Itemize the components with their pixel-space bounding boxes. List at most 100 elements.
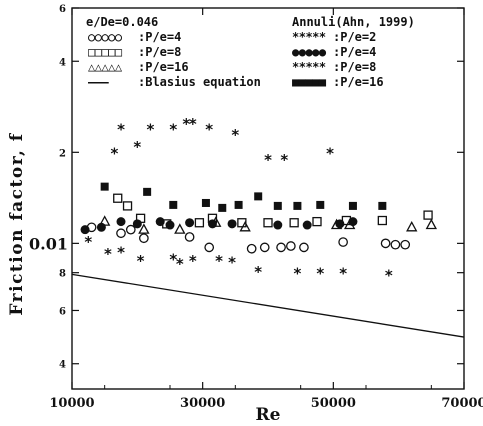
series-5-point: * [385,266,393,284]
legend-left-label-0: :P/e=4 [138,30,181,44]
series-3-point: * [169,120,177,138]
series-0-point [259,242,270,253]
series-2-point [239,220,251,232]
legend-right-sample-2: ***** [292,60,326,74]
series-4-point [116,217,126,227]
legend-right-sample-1: ●●●●● [292,45,327,59]
legend-right-title: Annuli(Ahn, 1999) [292,15,415,29]
series-3-point: * [111,144,119,162]
series-4-point [348,217,358,227]
series-4-point [185,218,195,228]
y-tick-label-6: 6 [59,4,66,15]
series-3-point: * [264,151,272,169]
legend-right-label-3: :P/e=16 [333,75,384,89]
series-0-point [246,243,257,254]
series-1-point [194,218,205,228]
x-tick-label-1: 30000 [180,396,225,411]
series-2-point [406,220,418,232]
series-3-point: * [231,126,239,144]
series-4-point [207,219,217,229]
series-5-point: * [254,263,262,281]
series-3-point: * [205,120,213,138]
series-1-point [312,216,322,227]
y-tick-label-1: 6 [59,306,66,317]
series-4-point [273,220,283,230]
series-6-point [234,200,243,209]
series-5-point: * [339,265,347,283]
series-6-point [293,201,302,210]
legend-left-sample-0: ○○○○○ [88,30,123,44]
series-2-point [138,223,150,234]
legend-left-title: e/De=0.046 [86,15,158,29]
series-3-point: * [189,115,197,133]
series-5-point: * [228,254,236,272]
legend-left-sample-1: □□□□□ [88,45,122,59]
legend-left-label-1: :P/e=8 [138,45,181,59]
series-0-point [338,237,348,247]
y-tick-label-4: 2 [59,148,66,159]
series-3-point: * [280,151,288,169]
series-0-point [125,224,136,235]
y-tick-label-0: 4 [59,360,66,371]
series-5-point: * [117,243,125,261]
series-5-point: * [293,265,301,283]
series-0-point [390,239,401,250]
series-4-point [96,222,106,232]
series-0-point [400,239,411,250]
series-1-point [289,218,299,228]
y-tick-label-5: 4 [59,57,66,68]
axis-ticks: 10000 30000 50000 70000 4 6 8 0.01 2 4 6 [29,4,483,411]
series-1-point [377,215,387,226]
series-0-point [184,232,195,242]
series-6-point [348,201,357,210]
series-0-point [276,242,286,253]
series-5-point: * [84,233,92,251]
x-axis-label: Re [256,405,281,425]
data-markers: **** * ** * ** * *** * * ** * * ** * * * * [71,115,465,338]
legend-right-label-0: :P/e=2 [333,30,376,44]
series-4-point [335,219,345,229]
series-6-point [201,198,210,207]
legend-right-sample-3: ■■■■■ [292,75,327,89]
series-5-point: * [169,251,177,269]
series-6-point [378,201,387,210]
series-5-point: * [137,252,145,270]
series-6-point [254,192,263,201]
series-4-point [302,220,312,230]
y-tick-label-2: 8 [59,269,66,280]
series-2-point [174,223,186,234]
series-0-point [139,233,149,244]
series-6-point [143,187,152,196]
legend-left-sample-3: ——— [88,75,109,89]
series-1-point [263,218,273,228]
legend-left-sample-2: △△△△△ [88,60,123,74]
series-0-point [380,238,391,249]
legend-left-label-3: :Blasius equation [138,75,261,89]
series-3-point: * [117,120,125,138]
legend-right-label-2: :P/e=8 [333,60,376,74]
series-5-point: * [189,252,197,270]
series-6-point [218,203,227,212]
series-2-point [425,218,438,230]
series-6-point [316,200,325,209]
legend-left-label-2: :P/e=16 [138,60,189,74]
series-3-point: * [146,120,154,138]
plot-frame [71,7,465,390]
series-3-point: * [133,138,141,156]
y-tick-label-3: 0.01 [29,234,68,253]
x-tick-label-0: 10000 [49,396,94,411]
legend-right-label-1: :P/e=4 [333,45,376,59]
blasius-line [71,273,465,338]
series-5-point: * [104,245,112,263]
series-3-point: * [326,144,334,162]
y-axis-label: Friction factor, f [7,132,27,315]
series-5-point: * [176,255,184,273]
series-4-point [80,225,90,235]
series-0-point [299,242,309,253]
series-1-point [122,201,133,211]
series-1-point [423,210,433,220]
x-tick-label-3: 70000 [441,396,483,411]
series-0-point [286,241,296,251]
series-1-point [113,193,123,203]
